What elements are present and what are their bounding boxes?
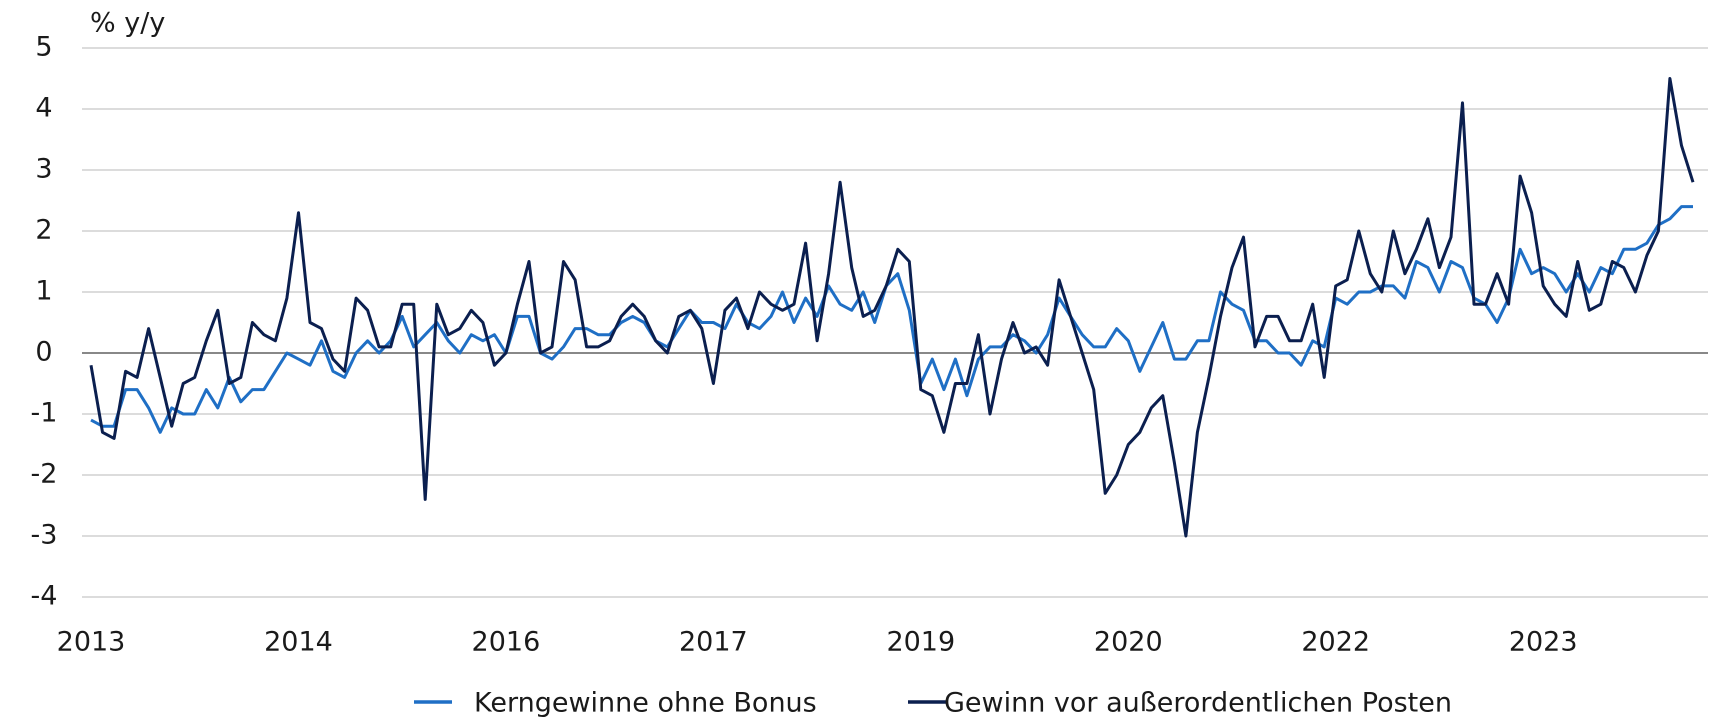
y-tick-label: 5 [35,32,52,63]
x-tick-label: 2022 [1301,627,1370,658]
y-tick-label: 4 [35,93,52,124]
series-line [90,205,1693,434]
y-tick-label: 2 [35,215,52,246]
legend-label: Kerngewinne ohne Bonus [474,688,817,719]
y-tick-label: 0 [35,337,52,368]
x-tick-label: 2017 [679,627,748,658]
legend-label: Gewinn vor außerordentlichen Posten [944,688,1452,719]
y-tick-label: -1 [31,398,58,429]
y-tick-label: 3 [35,154,52,185]
y-axis-label: % y/y [90,8,165,39]
x-tick-label: 2019 [886,627,955,658]
x-tick-label: 2016 [472,627,541,658]
y-tick-label: -4 [31,581,58,612]
x-tick-label: 2020 [1094,627,1163,658]
y-tick-label: -3 [31,520,58,551]
x-tick-label: 2013 [57,627,126,658]
series-line [89,77,1695,538]
y-tick-label: -2 [31,459,58,490]
y-tick-label: 1 [35,276,52,307]
x-tick-label: 2014 [264,627,333,658]
x-tick-label: 2023 [1509,627,1578,658]
